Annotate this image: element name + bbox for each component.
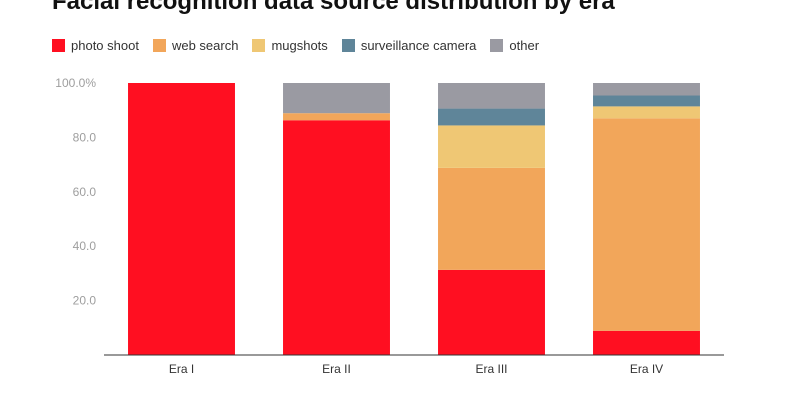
y-tick-label: 100.0% [55,76,96,90]
legend-swatch-web-search [152,39,166,52]
bar-era-iii-other [438,83,545,109]
legend-item-photo-shoot: photo shoot [52,38,139,53]
bar-era-iii-photo-shoot [438,269,545,355]
bar-era-ii-web-search [283,113,390,121]
bar-era-ii-photo-shoot [283,120,390,355]
bar-era-iv-web-search [593,118,700,331]
legend-swatch-photo-shoot [52,39,65,52]
legend-label-surveillance-camera: surveillance camera [360,38,477,53]
bar-era-i-photo-shoot [128,83,235,355]
x-tick-label: Era I [169,362,194,376]
legend-item-surveillance-camera: surveillance camera [341,38,477,53]
legend-label-other: other [509,38,540,53]
bar-era-iii-surveillance-camera [438,108,545,126]
legend-label-mugshots: mugshots [271,38,328,53]
legend-swatch-mugshots [252,39,266,52]
bar-era-iii-web-search [438,167,545,270]
legend-item-web-search: web search [152,38,239,53]
y-tick-label: 60.0 [73,185,97,199]
x-tick-label: Era IV [630,362,663,376]
bar-era-iii-mugshots [438,125,545,168]
y-tick-label: 40.0 [73,239,97,253]
bar-era-iv-surveillance-camera [593,95,700,107]
bar-era-iv-mugshots [593,106,700,119]
legend-label-web-search: web search [171,38,239,53]
legend-item-mugshots: mugshots [252,38,328,53]
y-tick-label: 80.0 [73,130,97,144]
bar-era-ii-other [283,83,390,114]
y-tick-label: 20.0 [73,294,97,308]
legend-swatch-other [490,39,504,52]
legend-swatch-surveillance-camera [341,39,355,52]
chart-title: Facial recognition data source distribut… [52,0,615,15]
legend: photo shoot web search mugshots surveill… [52,38,553,53]
x-tick-label: Era III [475,362,507,376]
legend-item-other: other [490,38,539,53]
x-tick-label: Era II [322,362,351,376]
bar-era-iv-photo-shoot [593,330,700,355]
bar-era-iv-other [593,83,700,96]
legend-label-photo-shoot: photo shoot [71,38,139,53]
